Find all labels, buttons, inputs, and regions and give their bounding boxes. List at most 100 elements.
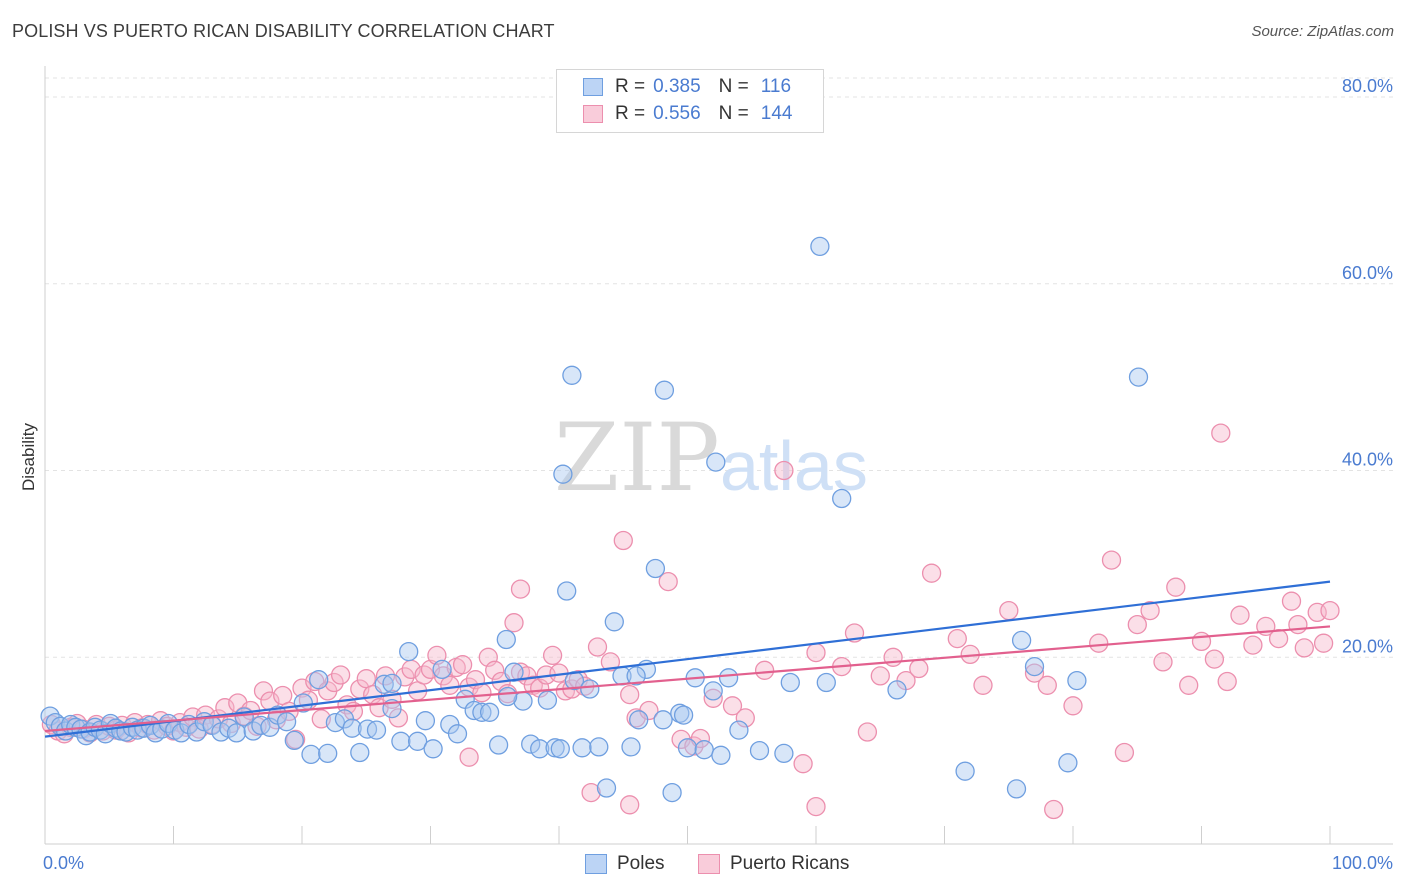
puerto-rican-point <box>620 684 640 705</box>
puerto-rican-point <box>504 613 524 633</box>
correlation-legend: R = 0.385 N = 116 R = 0.556 N = 144 <box>556 69 824 133</box>
pole-point <box>521 734 541 754</box>
puerto-rican-point <box>1243 635 1263 655</box>
x-tick-label-min: 0.0% <box>43 853 84 873</box>
y-tick-label: 60.0% <box>1342 263 1393 283</box>
puerto-ricans-legend-label: Puerto Ricans <box>730 853 850 874</box>
pole-point <box>309 670 329 690</box>
bottom-legend-puerto-ricans[interactable]: Puerto Ricans <box>698 852 849 876</box>
pole-point <box>350 742 370 763</box>
puerto-rican-point <box>870 666 890 686</box>
pole-point <box>955 761 975 781</box>
pole-point <box>391 731 411 751</box>
pole-point <box>621 737 641 757</box>
poles-r-label: R = <box>615 76 646 97</box>
pole-point <box>703 681 723 701</box>
pr-r-label: R = <box>615 103 646 124</box>
pole-point <box>557 581 577 601</box>
puerto-rican-point <box>581 782 601 803</box>
pole-point <box>780 672 800 693</box>
pole-point <box>711 745 731 765</box>
puerto-rican-point <box>1037 675 1057 695</box>
bottom-legend-poles[interactable]: Poles <box>585 852 665 876</box>
puerto-rican-point <box>793 754 813 774</box>
pole-point <box>729 720 749 740</box>
puerto-rican-point <box>1063 696 1083 716</box>
puerto-rican-point <box>285 729 306 750</box>
pole-point <box>497 686 518 707</box>
pole-point <box>816 672 836 693</box>
data-points <box>40 236 1340 820</box>
pole-point <box>496 629 516 650</box>
puerto-rican-point <box>510 579 531 599</box>
pole-point <box>653 710 673 730</box>
x-tick-label-max: 100.0% <box>1332 853 1393 873</box>
pole-point <box>399 641 419 662</box>
puerto-rican-point <box>620 795 640 815</box>
pole-point <box>626 666 646 686</box>
pole-point <box>706 452 726 472</box>
puerto-rican-point <box>1230 605 1250 625</box>
poles-trend-line <box>44 580 1331 738</box>
pole-point <box>887 680 907 700</box>
puerto-rican-point <box>1294 638 1314 658</box>
pole-point <box>677 738 698 758</box>
puerto-rican-point <box>735 708 755 728</box>
puerto-rican-point <box>703 688 723 708</box>
puerto-ricans-legend-swatch <box>698 854 720 874</box>
puerto-ricans-trend-line <box>44 625 1331 733</box>
puerto-rican-point <box>1089 633 1109 653</box>
puerto-rican-point <box>1191 631 1212 652</box>
pole-point <box>530 739 550 759</box>
puerto-rican-point <box>253 681 274 701</box>
puerto-rican-point <box>1101 550 1122 570</box>
pole-point <box>774 743 794 764</box>
puerto-rican-point <box>485 660 505 680</box>
pole-point <box>284 730 304 751</box>
pole-point <box>553 464 573 484</box>
poles-n-label: N = <box>718 76 749 97</box>
y-tick-label: 20.0% <box>1342 636 1393 656</box>
pole-point <box>447 724 468 744</box>
watermark-zip: ZIP <box>554 404 720 513</box>
puerto-rican-point <box>909 658 929 679</box>
puerto-rican-point <box>1217 671 1237 692</box>
axis-labels: 20.0% 40.0% 60.0% 80.0% 0.0% 100.0% Disability <box>19 76 1393 873</box>
puerto-rican-point <box>973 675 993 695</box>
poles-legend-swatch <box>585 854 607 874</box>
puerto-rican-point <box>587 637 608 657</box>
pole-point <box>407 731 428 751</box>
pole-point <box>415 711 436 731</box>
y-tick-label: 40.0% <box>1342 450 1393 470</box>
puerto-rican-point <box>857 722 878 742</box>
puerto-rican-point <box>613 530 633 551</box>
puerto-rican-point <box>1268 628 1289 649</box>
puerto-rican-point <box>1179 675 1199 695</box>
pole-point <box>276 712 297 732</box>
pole-point <box>694 740 714 760</box>
pole-point <box>604 612 624 632</box>
pole-point <box>810 236 830 257</box>
pole-point <box>1058 753 1078 773</box>
pr-r-value: 0.556 <box>653 103 701 124</box>
puerto-rican-point <box>1320 600 1340 621</box>
pole-point <box>342 718 362 738</box>
pole-point <box>479 702 500 722</box>
pole-point <box>423 739 443 759</box>
pr-n-label: N = <box>718 103 749 124</box>
pole-point <box>318 743 338 764</box>
pole-point <box>488 735 509 755</box>
trend-lines <box>44 580 1331 738</box>
puerto-rican-point <box>999 600 1019 621</box>
axes <box>44 66 1393 845</box>
chart-title: POLISH VS PUERTO RICAN DISABILITY CORREL… <box>12 21 555 41</box>
pole-point <box>226 723 247 743</box>
pole-point <box>40 706 60 726</box>
puerto-rican-point <box>947 628 967 649</box>
pole-point <box>1067 670 1087 691</box>
pole-point <box>301 744 321 765</box>
pole-point <box>374 674 394 694</box>
pole-point <box>432 659 452 680</box>
puerto-rican-point <box>921 563 942 583</box>
